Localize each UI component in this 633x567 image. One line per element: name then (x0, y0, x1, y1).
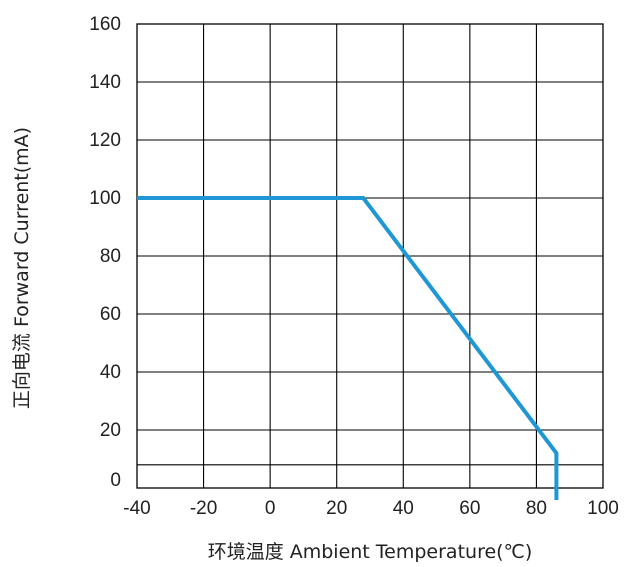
y-tick-label: 160 (89, 14, 121, 35)
y-tick-label: 140 (89, 72, 121, 93)
series-line (137, 196, 559, 500)
y-tick-label: 120 (89, 130, 121, 151)
x-tick-label: 20 (326, 498, 347, 519)
y-tick-label: 20 (100, 420, 121, 441)
x-tick-label: 60 (459, 498, 480, 519)
y-axis-label: 正向电流 Forward Current(mA) (11, 127, 33, 409)
series-layer (137, 196, 559, 500)
y-tick-label: 0 (110, 470, 121, 491)
y-tick-label: 40 (100, 362, 121, 383)
y-tick-label: 80 (100, 246, 121, 267)
x-tick-label: 100 (587, 498, 619, 519)
y-tick-label: 60 (100, 304, 121, 325)
x-tick-label: 40 (393, 498, 414, 519)
plot-grid (136, 23, 604, 489)
x-tick-label: -20 (190, 498, 217, 519)
y-tick-label: 100 (89, 188, 121, 209)
x-tick-label: 80 (526, 498, 547, 519)
x-tick-label: 0 (265, 498, 276, 519)
x-axis-label: 环境温度 Ambient Temperature(℃) (208, 541, 533, 563)
x-tick-labels: -40 -20 0 20 40 60 80 100 (123, 498, 619, 519)
x-tick-label: -40 (123, 498, 150, 519)
y-tick-labels: 0 20 40 60 80 100 120 140 160 (89, 14, 121, 491)
